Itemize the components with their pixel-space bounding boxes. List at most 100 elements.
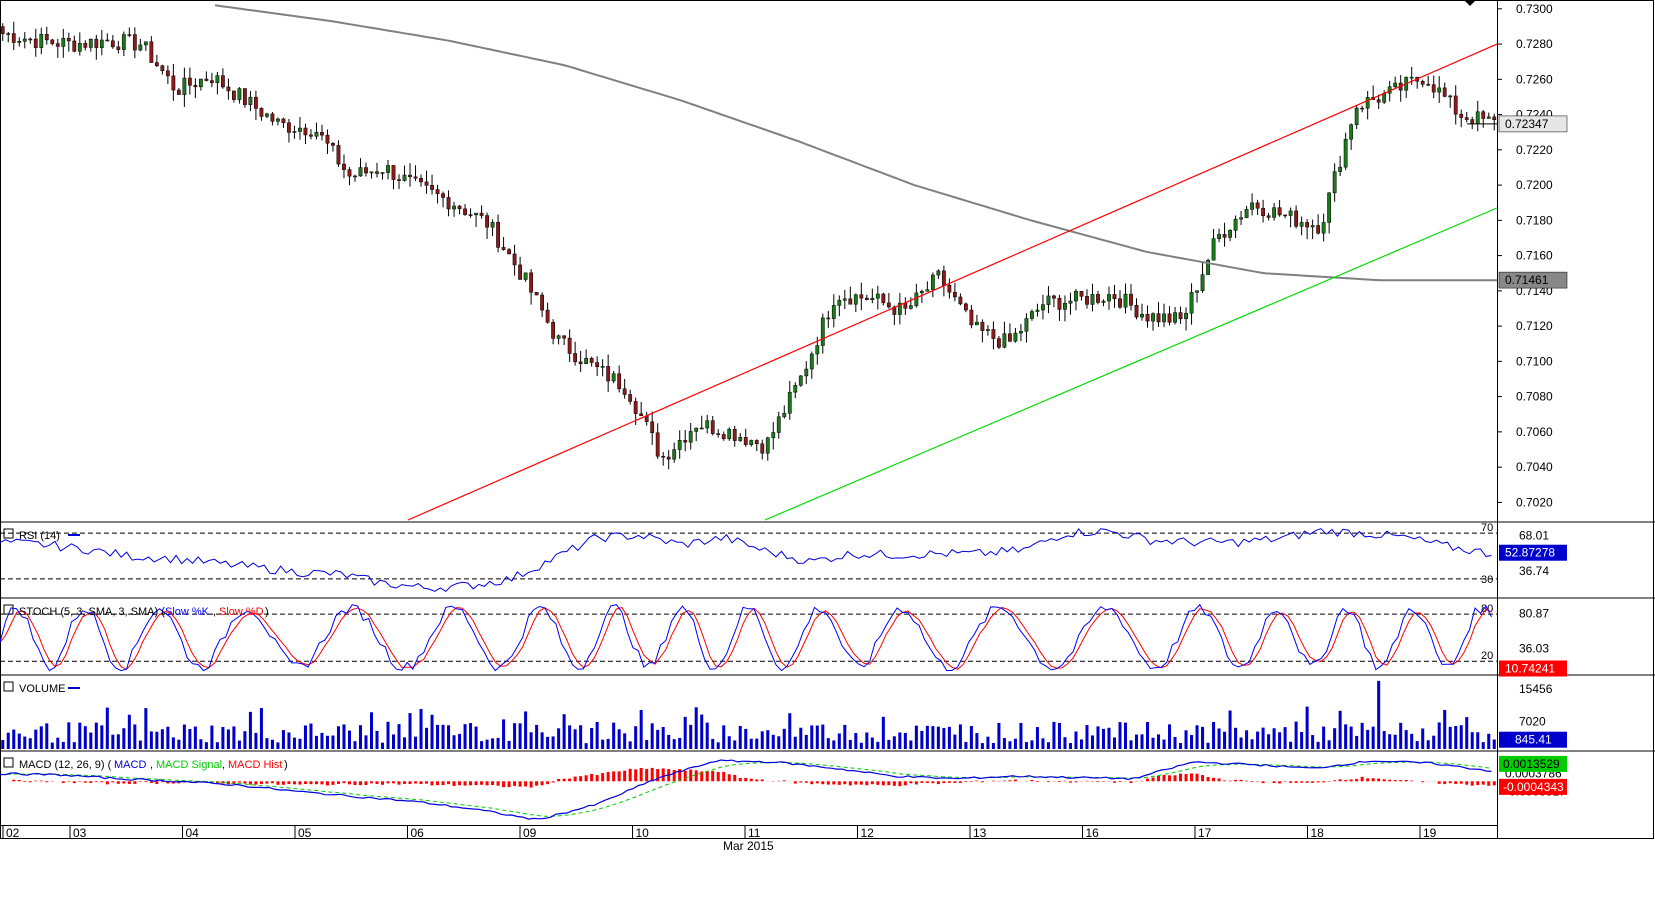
candle-body: [1448, 95, 1453, 98]
time-label: 18: [1311, 826, 1325, 840]
candle-body: [732, 428, 737, 441]
candle-body: [875, 293, 880, 299]
channel-lower-line: [764, 207, 1498, 521]
candle-body: [1437, 87, 1442, 93]
candle-body: [1013, 332, 1018, 342]
time-label: 03: [73, 826, 87, 840]
stoch-legend-close: ): [265, 606, 269, 618]
candle-body: [1310, 225, 1315, 228]
candle-body: [1294, 210, 1299, 227]
macd-legend-comma1: ,: [150, 759, 153, 771]
stoch-k-line: [0, 603, 1492, 672]
volume-current-label: 845.41: [1515, 733, 1552, 747]
candle-body: [650, 421, 655, 433]
candle-body: [826, 317, 831, 320]
candle-body: [584, 357, 589, 365]
candle-body: [1189, 292, 1194, 314]
price-tick-label: 0.7080: [1516, 390, 1553, 404]
macd-hist-badge-label: -0.0004343: [1503, 780, 1564, 794]
candle-body: [6, 33, 11, 35]
candle-body: [831, 305, 836, 319]
candle-body: [402, 174, 407, 181]
volume-tick-label: 7020: [1519, 715, 1546, 729]
macd-legend-signal: MACD Signal: [156, 759, 222, 771]
candle-body: [694, 427, 699, 432]
candle-body: [1376, 99, 1381, 103]
candle-body: [804, 368, 809, 377]
candle-body: [1420, 80, 1425, 85]
candle-body: [1123, 293, 1128, 308]
time-label: 09: [523, 826, 537, 840]
candle-body: [617, 373, 622, 390]
candle-body: [358, 167, 363, 177]
candle-body: [77, 43, 82, 52]
candle-body: [325, 134, 330, 144]
candle-body: [375, 171, 379, 174]
candle-body: [958, 296, 963, 305]
candle-body: [573, 353, 578, 363]
candle-body: [176, 89, 181, 95]
price-tick-label: 0.7060: [1516, 425, 1553, 439]
candle-body: [413, 176, 418, 179]
candle-body: [314, 132, 319, 137]
candle-body: [771, 432, 776, 438]
price-tick-label: 0.7300: [1516, 2, 1553, 16]
candle-body: [1184, 312, 1188, 320]
sma-line: [214, 4, 1497, 282]
time-label: 16: [1086, 826, 1100, 840]
candle-body: [721, 434, 726, 440]
stoch-current-bg: [1499, 660, 1567, 677]
time-label: 04: [186, 826, 200, 840]
candle-body: [336, 145, 341, 165]
time-label: 12: [861, 826, 875, 840]
candle-body: [99, 39, 104, 48]
candle-body: [1195, 290, 1199, 293]
marker-triangle: [1464, 0, 1476, 6]
candle-body: [903, 302, 908, 309]
candle-body: [853, 294, 858, 305]
candle-body: [347, 169, 352, 177]
candle-body: [914, 292, 919, 306]
volume-title: VOLUME: [19, 683, 65, 695]
candle-body: [468, 214, 473, 216]
time-label: 02: [6, 826, 20, 840]
candle-body: [991, 329, 996, 339]
sma-badge-bg: [1498, 271, 1568, 289]
candle-body: [1266, 215, 1271, 218]
candle-body: [688, 431, 693, 443]
time-label: 10: [636, 826, 650, 840]
price-tick-label: 0.7260: [1516, 72, 1553, 86]
candle-body: [232, 90, 236, 100]
candle-body: [270, 113, 275, 122]
last-price-badge-bg: [1498, 115, 1568, 133]
sma-badge: 0.71461: [1505, 273, 1549, 287]
candle-body: [1145, 313, 1150, 322]
candle-body: [908, 305, 913, 309]
candle-body: [248, 96, 253, 105]
rsi-title: RSI (14): [19, 530, 60, 542]
candle-body: [980, 321, 985, 331]
candle-body: [705, 420, 710, 429]
candle-body: [1349, 124, 1354, 140]
price-tick-label: 0.7180: [1516, 213, 1553, 227]
candle-body: [1272, 207, 1277, 218]
price-tick-label: 0.7220: [1516, 143, 1553, 157]
candle-body: [1206, 259, 1210, 275]
candle-body: [1024, 318, 1029, 332]
candle-body: [512, 253, 517, 266]
candle-body: [55, 43, 60, 47]
candle-body: [105, 39, 110, 42]
candle-body: [507, 249, 511, 255]
candle-body: [281, 118, 286, 124]
stoch-current-label: 10.74241: [1505, 661, 1555, 675]
candle-body: [1261, 207, 1265, 217]
candle-body: [149, 41, 154, 63]
candle-body: [369, 171, 374, 174]
time-label: 17: [1198, 826, 1212, 840]
candle-body: [342, 163, 346, 170]
candle-body: [1475, 111, 1480, 125]
candle-body: [121, 34, 126, 50]
candle-body: [254, 96, 258, 109]
candle-body: [66, 37, 71, 42]
